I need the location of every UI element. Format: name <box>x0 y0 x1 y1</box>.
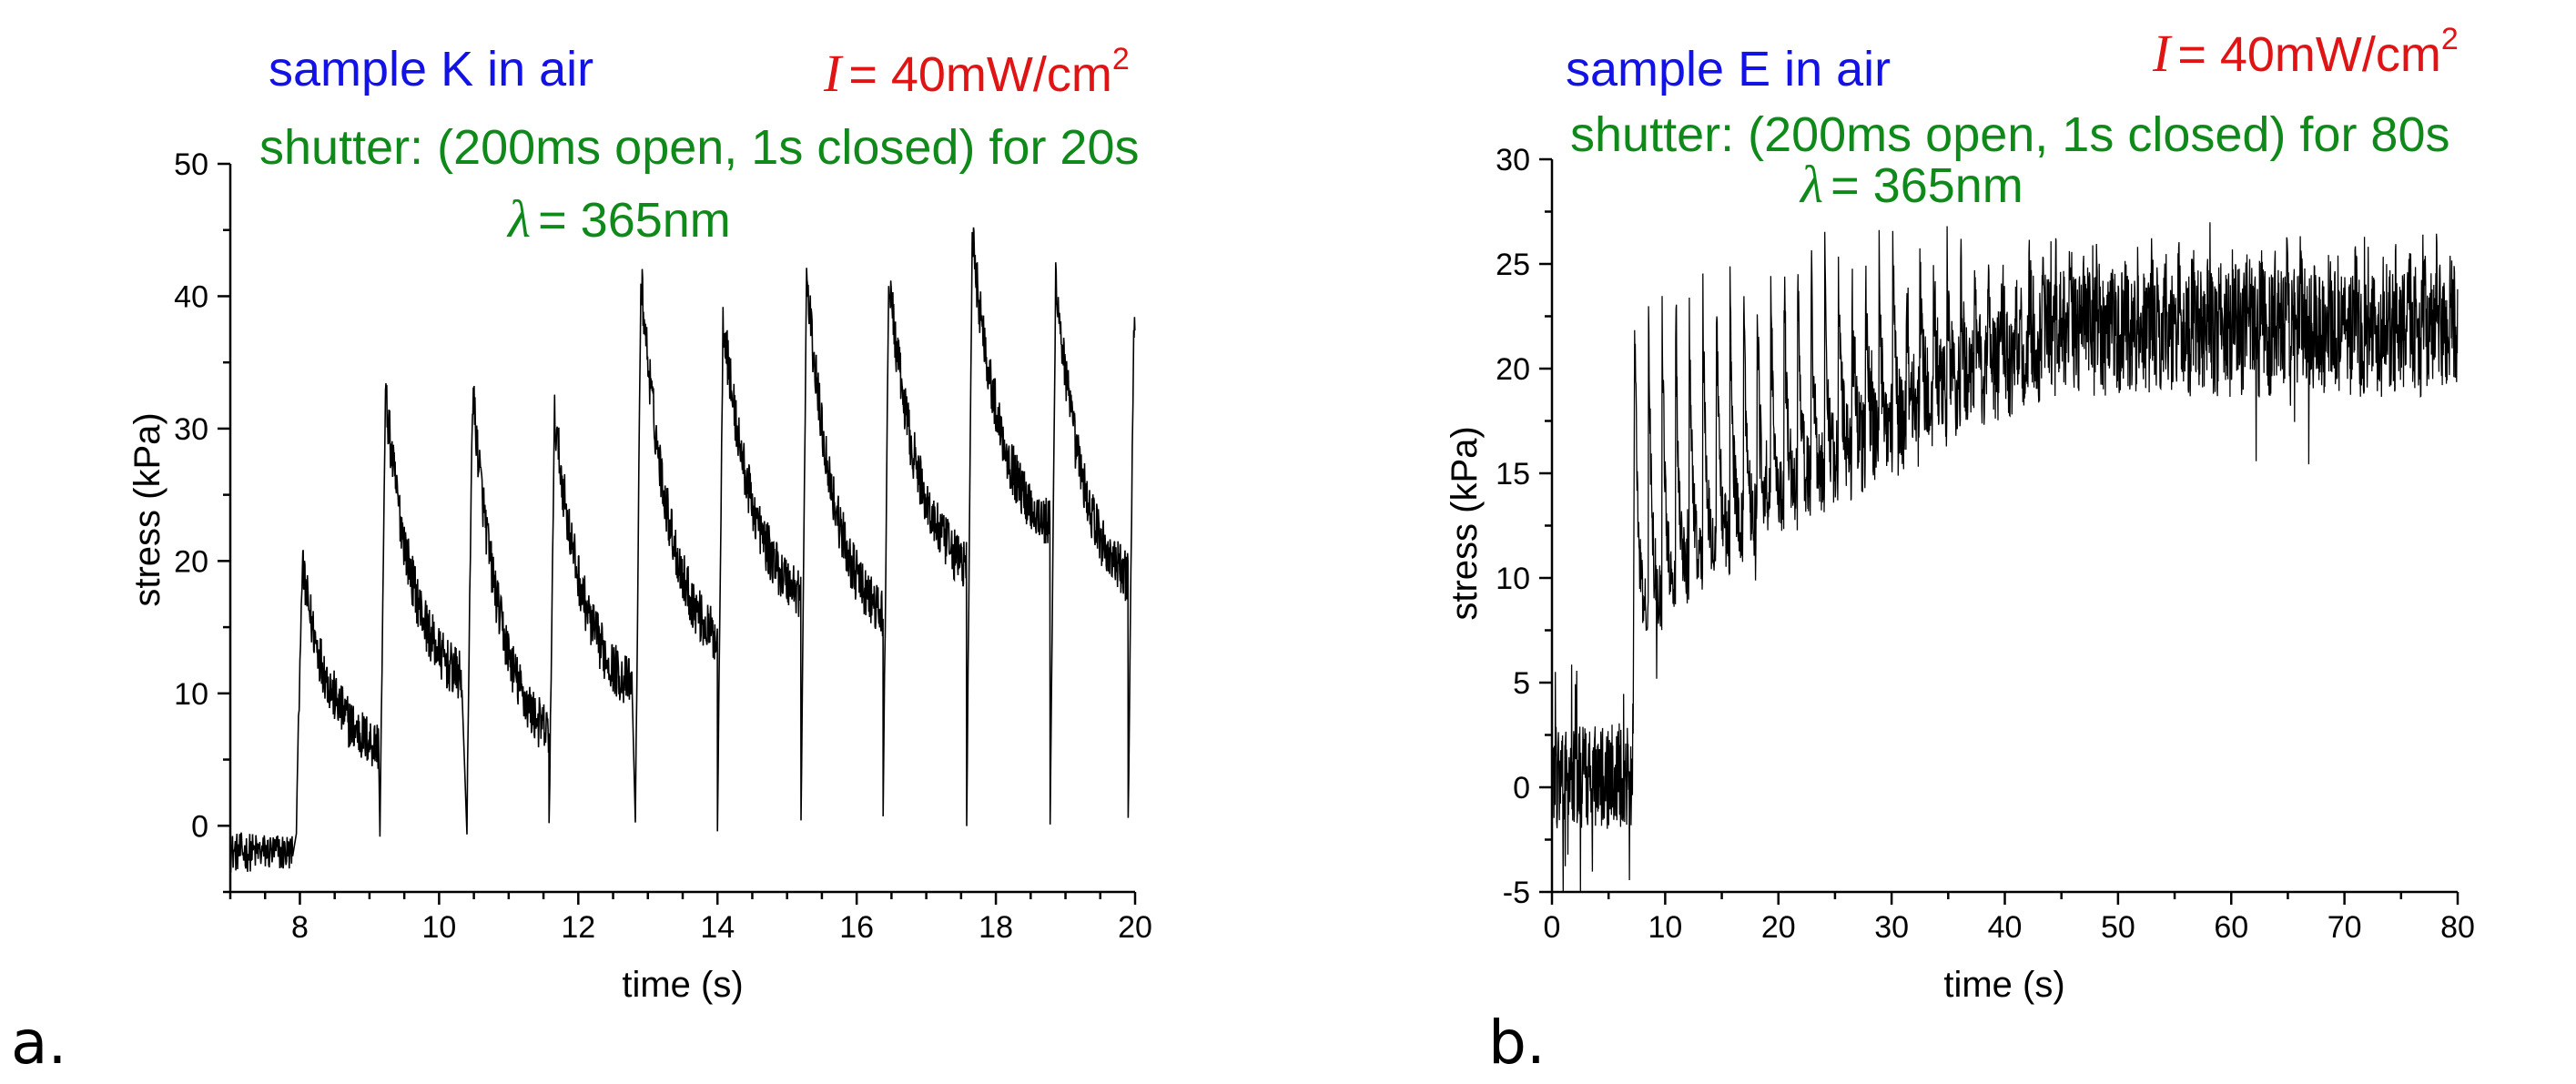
panel-a-x-tick-label: 8 <box>291 910 309 945</box>
panel-b-x-tick-label: 0 <box>1544 910 1561 945</box>
panel-b-x-tick-label: 80 <box>2440 910 2475 945</box>
panel-b-stress-trace <box>1551 222 2459 893</box>
panel-b-ylabel: stress (kPa) <box>1445 426 1485 620</box>
panel-a-intensity-symbol: I <box>823 44 844 103</box>
panel-a-x-tick-label: 10 <box>421 910 456 945</box>
panel-a-wavelength-value: = 365nm <box>538 193 731 248</box>
panel-a-label: a. <box>11 1008 66 1078</box>
panel-b-shutter: shutter: (200ms open, 1s closed) for 80s <box>1570 107 2450 162</box>
panel-a-intensity-exp: 2 <box>1112 42 1130 76</box>
panel-b-y-tick-label: 5 <box>1513 666 1530 701</box>
panel-b-intensity-symbol: I <box>2152 24 2173 83</box>
panel-b-x-tick-label: 10 <box>1648 910 1682 945</box>
panel-a-x-tick-label: 12 <box>561 910 595 945</box>
panel-b-sample-title: sample E in air <box>1566 42 1891 96</box>
panel-b: sample E in air I = 40mW/cm2 shutter: (20… <box>1445 22 2475 1078</box>
panel-a-xlabel: time (s) <box>622 965 743 1005</box>
panel-b-x-tick-label: 70 <box>2328 910 2362 945</box>
panel-b-x-tick-label: 30 <box>1874 910 1909 945</box>
panel-b-x-tick-label: 20 <box>1761 910 1796 945</box>
panel-a: sample K in air I = 40mW/cm2 shutter: (20… <box>11 42 1152 1078</box>
panel-a-intensity-value: = 40mW/cm <box>848 47 1112 102</box>
panel-b-intensity-value: = 40mW/cm <box>2177 27 2441 82</box>
panel-b-y-tick-label: -5 <box>1503 876 1530 910</box>
panel-a-y-tick-label: 20 <box>174 544 208 579</box>
panel-a-x-tick-label: 18 <box>979 910 1013 945</box>
panel-b-axes: 0 10 20 30 40 50 60 70 80 -5 0 5 10 15 20 25 30 <box>1496 143 2475 945</box>
panel-a-ylabel: stress (kPa) <box>127 412 167 606</box>
panel-a-wavelength: λ = 365nm <box>506 189 731 248</box>
panel-b-wavelength-symbol: λ <box>1799 155 1823 214</box>
panel-b-x-tick-label: 60 <box>2214 910 2248 945</box>
panel-a-axes: 8 10 12 14 16 18 20 0 10 20 30 40 50 <box>174 147 1152 945</box>
panel-b-wavelength: λ = 365nm <box>1799 155 2023 214</box>
panel-b-y-tick-label: 20 <box>1496 352 1530 387</box>
panel-b-y-tick-label: 25 <box>1496 248 1530 282</box>
panel-a-x-tick-label: 14 <box>700 910 735 945</box>
panel-b-x-tick-label: 50 <box>2101 910 2135 945</box>
panel-b-y-tick-label: 0 <box>1513 771 1530 805</box>
panel-b-wavelength-value: = 365nm <box>1831 158 2023 213</box>
panel-a-shutter: shutter: (200ms open, 1s closed) for 20s <box>259 120 1140 175</box>
panel-b-y-tick-label: 30 <box>1496 143 1530 177</box>
panel-b-intensity-exp: 2 <box>2441 22 2459 56</box>
panel-a-y-tick-label: 30 <box>174 412 208 447</box>
panel-a-wavelength-symbol: λ <box>506 189 531 248</box>
panel-a-x-tick-label: 20 <box>1118 910 1152 945</box>
panel-b-xlabel: time (s) <box>1943 965 2064 1005</box>
panel-a-y-tick-label: 50 <box>174 147 208 182</box>
panel-a-x-tick-label: 16 <box>839 910 874 945</box>
panel-a-stress-trace <box>229 227 1136 873</box>
panel-b-intensity: I = 40mW/cm2 <box>2152 22 2459 83</box>
panel-b-y-tick-label: 10 <box>1496 562 1530 596</box>
panel-a-sample-title: sample K in air <box>269 42 593 96</box>
panel-b-y-tick-label: 15 <box>1496 457 1530 491</box>
panel-a-y-tick-label: 40 <box>174 279 208 314</box>
panel-b-label: b. <box>1488 1008 1546 1078</box>
panel-a-y-tick-label: 0 <box>191 809 208 844</box>
panel-a-y-tick-label: 10 <box>174 677 208 712</box>
panel-b-x-tick-label: 40 <box>1988 910 2023 945</box>
panel-a-intensity: I = 40mW/cm2 <box>823 42 1130 103</box>
